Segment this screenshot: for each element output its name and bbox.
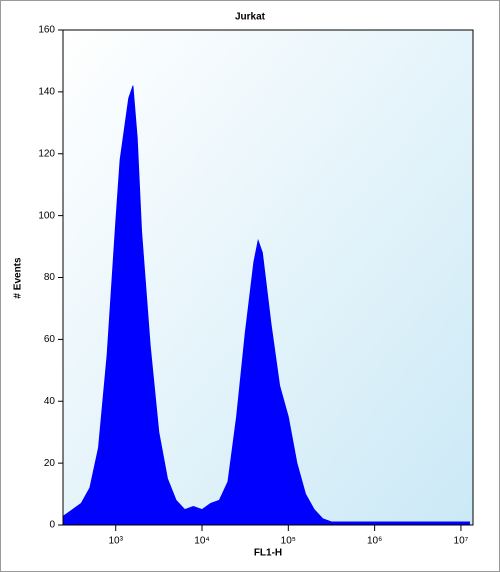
x-tick-label: 10⁷ <box>454 536 469 547</box>
x-axis-label: FL1-H <box>254 548 282 559</box>
y-tick-label: 120 <box>38 148 55 159</box>
y-tick-label: 20 <box>44 458 56 469</box>
x-tick-label: 10³ <box>108 536 123 547</box>
y-tick-label: 160 <box>38 25 55 36</box>
y-axis-label: # Events <box>13 257 24 299</box>
y-tick-label: 80 <box>44 272 56 283</box>
y-tick-label: 140 <box>38 87 55 98</box>
y-tick-label: 100 <box>38 210 55 221</box>
y-tick-label: 40 <box>44 396 56 407</box>
histogram-area <box>63 85 470 526</box>
x-tick-label: 10⁵ <box>281 536 296 547</box>
plot-border <box>62 29 474 526</box>
x-tick-label: 10⁴ <box>194 536 209 547</box>
y-tick-label: 60 <box>44 334 56 345</box>
x-tick-label: 10⁶ <box>367 536 382 547</box>
chart-title: Jurkat <box>235 12 266 23</box>
y-tick-label: 0 <box>49 520 55 531</box>
